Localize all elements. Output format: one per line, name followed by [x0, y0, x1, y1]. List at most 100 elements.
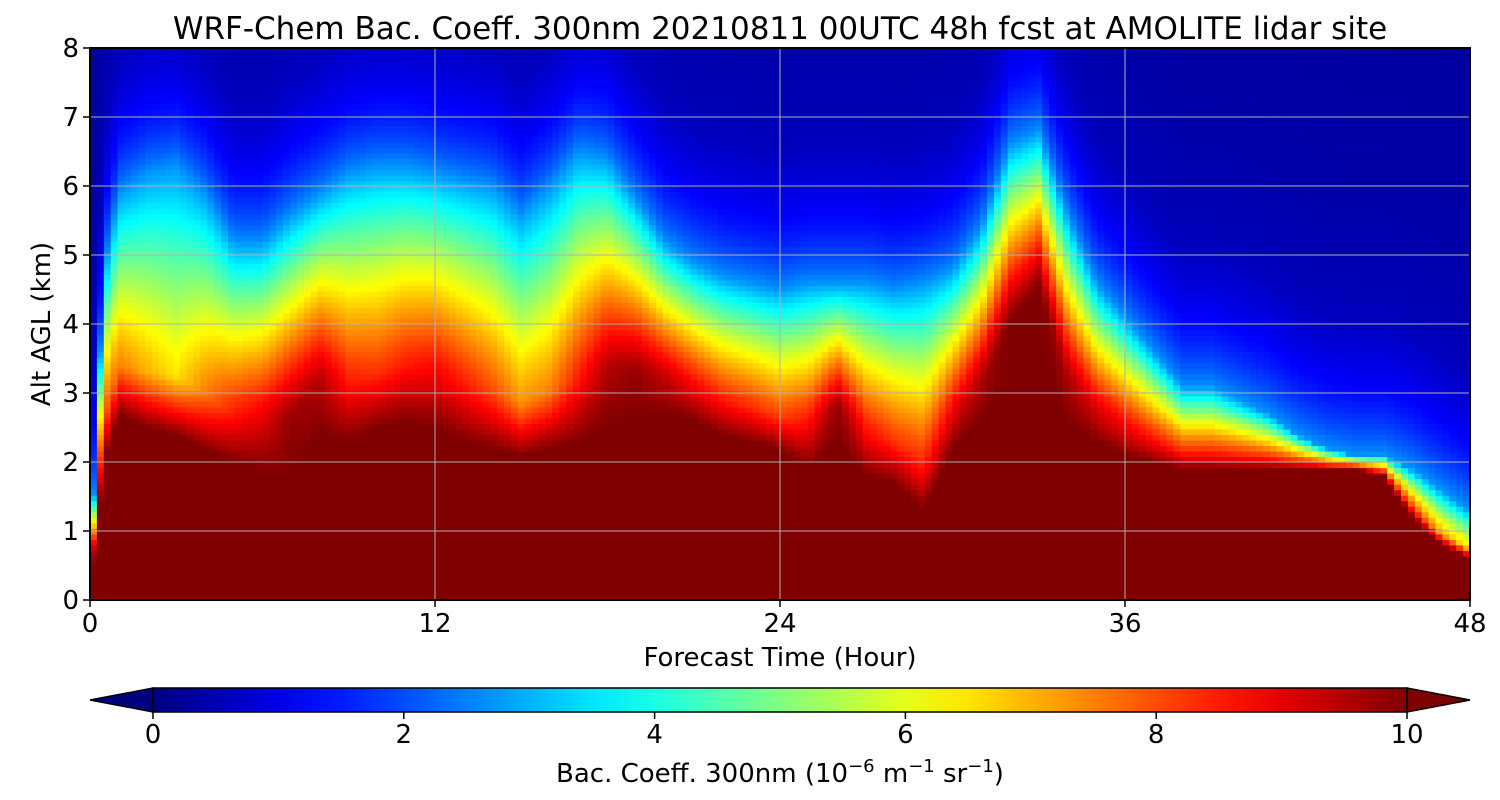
- heatmap-cell: [269, 478, 277, 485]
- heatmap-cell: [110, 174, 119, 182]
- heatmap-cell: [310, 473, 319, 480]
- heatmap-cell: [359, 86, 367, 93]
- heatmap-cell: [338, 594, 346, 600]
- heatmap-cell: [276, 346, 284, 353]
- heatmap-cell: [96, 97, 105, 104]
- heatmap-cell: [117, 351, 126, 358]
- heatmap-cell: [386, 495, 395, 502]
- heatmap-cell: [303, 495, 312, 502]
- heatmap-cell: [117, 53, 126, 60]
- heatmap-cell: [352, 577, 360, 585]
- heatmap-cell: [324, 423, 333, 430]
- heatmap-cell: [310, 340, 319, 347]
- heatmap-cell: [345, 467, 353, 474]
- heatmap-cell: [124, 75, 132, 82]
- heatmap-cell: [400, 495, 408, 502]
- heatmap-cell: [234, 428, 243, 435]
- heatmap-cell: [283, 64, 291, 71]
- heatmap-cell: [414, 467, 422, 474]
- heatmap-cell: [269, 566, 277, 573]
- heatmap-cell: [372, 335, 381, 342]
- heatmap-cell: [276, 141, 284, 148]
- heatmap-cell: [366, 103, 374, 110]
- heatmap-cell: [379, 263, 388, 270]
- heatmap-cell: [186, 340, 195, 347]
- heatmap-cell: [324, 484, 333, 491]
- heatmap-cell: [407, 467, 415, 474]
- heatmap-cell: [297, 478, 305, 485]
- heatmap-cell: [200, 351, 208, 358]
- heatmap-cell: [324, 561, 333, 568]
- heatmap-cell: [241, 59, 250, 66]
- heatmap-cell: [400, 577, 408, 585]
- heatmap-cell: [269, 257, 277, 264]
- heatmap-cell: [290, 456, 298, 463]
- heatmap-cell: [179, 296, 188, 303]
- heatmap-cell: [221, 467, 229, 474]
- heatmap-cell: [290, 462, 298, 469]
- heatmap-cell: [90, 241, 98, 248]
- heatmap-cell: [366, 81, 374, 88]
- heatmap-cell: [303, 53, 312, 60]
- heatmap-cell: [400, 506, 408, 513]
- heatmap-cell: [131, 125, 139, 132]
- heatmap-cell: [221, 180, 229, 187]
- heatmap-cell: [124, 141, 132, 148]
- heatmap-cell: [193, 141, 201, 148]
- heatmap-cell: [241, 219, 250, 226]
- heatmap-cell: [234, 506, 243, 513]
- heatmap-cell: [90, 312, 98, 320]
- heatmap-cell: [386, 368, 395, 375]
- heatmap-cell: [159, 296, 167, 303]
- heatmap-cell: [103, 384, 112, 391]
- heatmap-cell: [310, 152, 319, 159]
- heatmap-cell: [317, 495, 326, 502]
- heatmap-cell: [338, 373, 346, 380]
- heatmap-cell: [124, 588, 132, 596]
- heatmap-cell: [324, 340, 333, 347]
- heatmap-cell: [345, 566, 353, 573]
- heatmap-cell: [359, 412, 367, 419]
- heatmap-cell: [228, 53, 236, 60]
- heatmap-cell: [145, 279, 153, 286]
- heatmap-cell: [186, 312, 195, 320]
- heatmap-cell: [407, 439, 415, 447]
- heatmap-cell: [103, 555, 112, 562]
- heatmap-cell: [172, 484, 181, 491]
- heatmap-cell: [262, 473, 270, 480]
- heatmap-cell: [352, 241, 360, 248]
- heatmap-cell: [145, 511, 153, 518]
- heatmap-cell: [359, 307, 367, 314]
- heatmap-cell: [276, 279, 284, 286]
- heatmap-cell: [172, 362, 181, 369]
- heatmap-cell: [221, 312, 229, 320]
- heatmap-cell: [366, 566, 374, 573]
- heatmap-cell: [214, 357, 222, 364]
- heatmap-cell: [359, 169, 367, 176]
- heatmap-cell: [310, 324, 319, 331]
- heatmap-cell: [352, 263, 360, 270]
- heatmap-cell: [283, 257, 291, 264]
- heatmap-cell: [248, 450, 257, 458]
- heatmap-cell: [407, 108, 415, 115]
- heatmap-cell: [317, 406, 326, 413]
- heatmap-cell: [138, 489, 146, 496]
- heatmap-cell: [428, 81, 436, 88]
- heatmap-cell: [96, 495, 105, 502]
- heatmap-cell: [393, 246, 402, 253]
- heatmap-cell: [379, 517, 388, 524]
- heatmap-cell: [379, 59, 388, 66]
- heatmap-cell: [207, 307, 215, 314]
- heatmap-cell: [310, 417, 319, 424]
- heatmap-cell: [207, 213, 215, 220]
- heatmap-cell: [179, 500, 188, 507]
- heatmap-cell: [393, 86, 402, 93]
- heatmap-cell: [372, 285, 381, 292]
- heatmap-cell: [317, 506, 326, 513]
- heatmap-cell: [138, 357, 146, 364]
- heatmap-cell: [303, 439, 312, 447]
- heatmap-cell: [393, 506, 402, 513]
- heatmap-cell: [186, 186, 195, 193]
- heatmap-cell: [352, 340, 360, 347]
- heatmap-cell: [317, 379, 326, 386]
